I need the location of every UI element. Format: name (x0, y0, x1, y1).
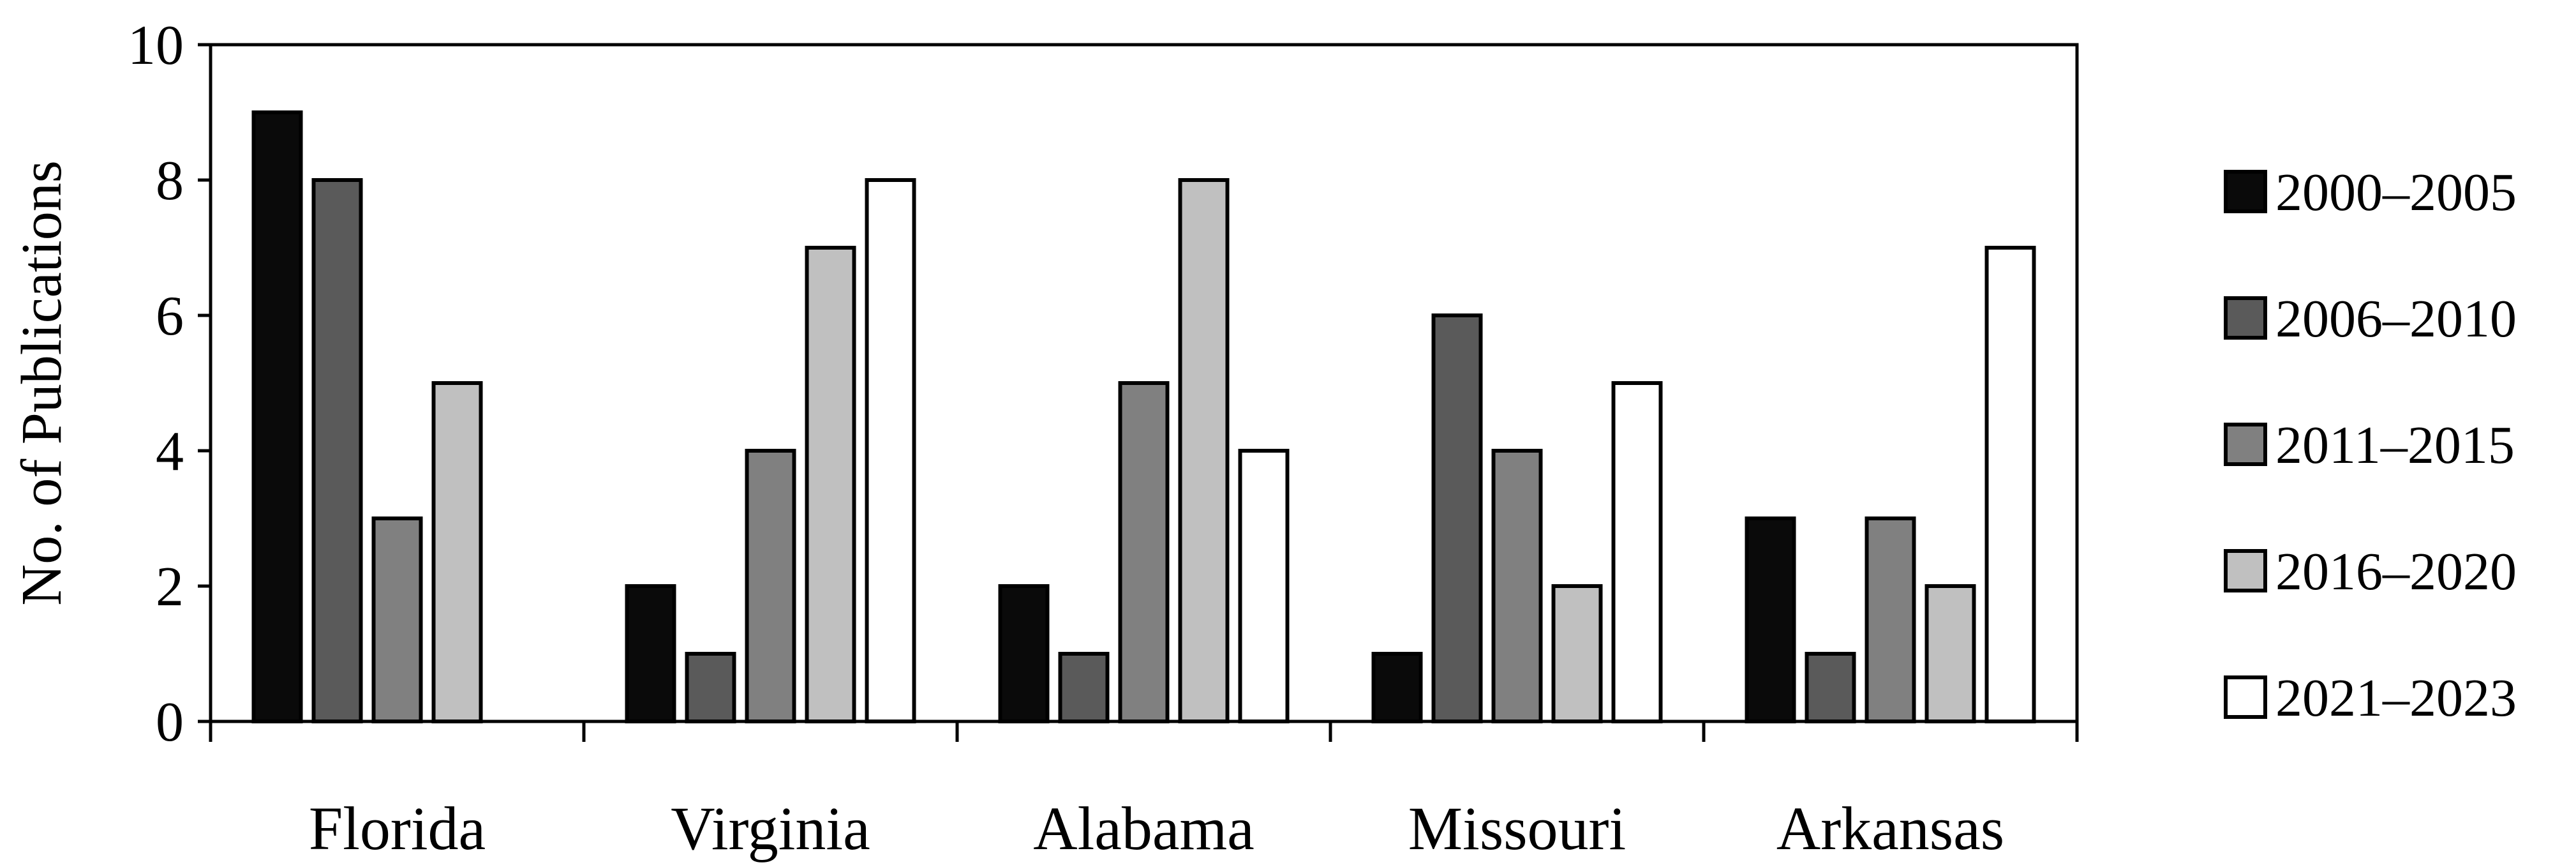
bar (1431, 313, 1483, 723)
legend-swatch (2224, 549, 2267, 592)
bar (1118, 381, 1170, 723)
bar (685, 652, 736, 723)
bar (1491, 449, 1543, 723)
bar (745, 449, 796, 723)
y-axis: 0 2 4 6 8 10 (128, 15, 211, 753)
bar (625, 584, 676, 723)
y-tick-label: 10 (128, 15, 184, 77)
y-tick-label: 0 (156, 691, 184, 753)
y-axis-label: No. of Publications (10, 160, 73, 605)
bar (1865, 516, 1916, 723)
legend-swatch (2224, 423, 2267, 466)
legend-label: 2006–2010 (2275, 289, 2517, 349)
x-tick-label: Virginia (671, 794, 870, 863)
bar (1611, 381, 1663, 723)
legend-swatch (2224, 296, 2267, 340)
bar (1805, 652, 1856, 723)
x-tick-label: Alabama (1033, 794, 1254, 863)
legend: 2000–2005 2006–2010 2011–2015 2016–2020 2021… (2224, 163, 2517, 728)
bar (998, 584, 1050, 723)
bar (431, 381, 483, 723)
y-tick-label: 8 (156, 150, 184, 212)
plot-area (209, 43, 2079, 723)
x-tick-label: Arkansas (1776, 794, 2004, 863)
legend-swatch (2224, 170, 2267, 213)
bar (1238, 449, 1290, 723)
legend-label: 2011–2015 (2275, 416, 2515, 475)
bar (1745, 516, 1796, 723)
bar (1371, 652, 1423, 723)
bar (311, 178, 363, 723)
x-tick-label: Missouri (1408, 794, 1626, 863)
bar (1551, 584, 1603, 723)
legend-label: 2016–2020 (2275, 542, 2517, 601)
bar (865, 178, 916, 723)
bar (805, 246, 856, 723)
bar (371, 516, 423, 723)
legend-label: 2021–2023 (2275, 668, 2517, 728)
legend-swatch (2224, 675, 2267, 719)
bar (1178, 178, 1230, 723)
x-tick-label: Florida (309, 794, 486, 863)
bar (1984, 246, 2036, 723)
bar (1058, 652, 1110, 723)
legend-label: 2000–2005 (2275, 163, 2517, 222)
y-tick-label: 4 (156, 421, 184, 483)
bar (251, 110, 303, 723)
y-tick-label: 2 (156, 556, 184, 618)
bar (1925, 584, 1976, 723)
x-axis: Florida Virginia Alabama Missouri Arkansas (209, 721, 2079, 863)
y-tick-label: 6 (156, 285, 184, 347)
